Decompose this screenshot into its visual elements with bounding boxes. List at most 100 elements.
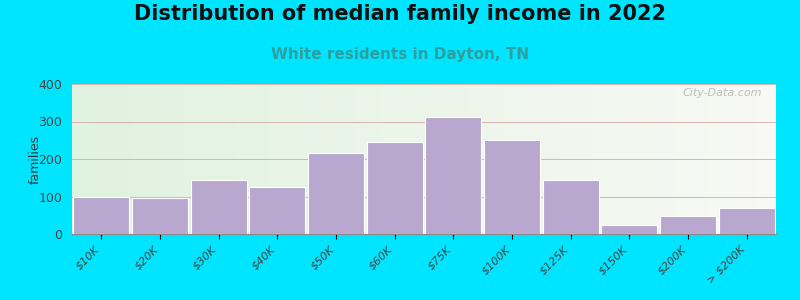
Bar — [378, 84, 382, 234]
Bar — [396, 84, 399, 234]
Bar — [650, 84, 653, 234]
Bar — [245, 84, 248, 234]
Bar — [403, 84, 406, 234]
Bar — [762, 84, 766, 234]
Text: White residents in Dayton, TN: White residents in Dayton, TN — [271, 46, 529, 62]
Bar — [241, 84, 245, 234]
Bar — [505, 84, 509, 234]
Bar — [389, 84, 392, 234]
Bar — [702, 84, 706, 234]
Bar — [97, 84, 100, 234]
Bar — [522, 84, 526, 234]
Bar — [318, 84, 322, 234]
Bar — [170, 84, 174, 234]
Bar — [230, 84, 234, 234]
Bar — [726, 84, 730, 234]
Bar — [223, 84, 227, 234]
Bar — [110, 84, 114, 234]
Bar — [540, 84, 544, 234]
Bar — [685, 84, 688, 234]
Bar — [638, 84, 642, 234]
Bar — [449, 84, 452, 234]
Bar — [382, 84, 386, 234]
Bar — [248, 84, 251, 234]
Bar — [107, 84, 110, 234]
Bar — [530, 84, 533, 234]
Bar — [568, 84, 572, 234]
Bar — [533, 84, 537, 234]
Bar — [202, 84, 206, 234]
Bar — [336, 84, 339, 234]
Bar — [399, 84, 403, 234]
Bar — [273, 84, 276, 234]
Bar — [421, 84, 424, 234]
Bar — [157, 84, 160, 234]
Bar — [185, 84, 188, 234]
Bar — [491, 84, 494, 234]
Bar — [417, 84, 421, 234]
Bar — [656, 84, 660, 234]
Bar — [210, 84, 213, 234]
Bar — [723, 84, 726, 234]
Bar — [262, 84, 266, 234]
Bar — [361, 84, 364, 234]
Bar — [72, 84, 75, 234]
Text: City-Data.com: City-Data.com — [682, 88, 762, 98]
Bar — [192, 84, 195, 234]
Bar — [575, 84, 579, 234]
Bar — [526, 84, 530, 234]
Bar — [167, 84, 170, 234]
Bar — [150, 84, 153, 234]
Bar — [565, 84, 568, 234]
Bar — [206, 84, 210, 234]
Bar — [392, 84, 396, 234]
Bar — [114, 84, 118, 234]
Bar — [515, 84, 519, 234]
Bar — [255, 84, 258, 234]
Bar — [758, 84, 762, 234]
Bar — [315, 84, 318, 234]
Bar — [329, 84, 333, 234]
Bar — [266, 84, 269, 234]
Bar — [544, 84, 547, 234]
Bar — [333, 84, 336, 234]
Bar — [82, 84, 86, 234]
Bar — [308, 84, 311, 234]
Bar — [178, 84, 181, 234]
Bar — [628, 84, 632, 234]
Bar — [354, 84, 357, 234]
Bar — [625, 84, 628, 234]
Bar — [410, 84, 414, 234]
Bar — [406, 84, 410, 234]
Bar — [431, 84, 434, 234]
Bar — [597, 84, 600, 234]
Bar — [227, 84, 230, 234]
Bar — [135, 84, 139, 234]
Bar — [343, 84, 346, 234]
Bar — [258, 84, 262, 234]
Bar — [751, 84, 755, 234]
Bar — [366, 142, 422, 234]
Bar — [216, 84, 220, 234]
Bar — [93, 84, 97, 234]
Bar — [713, 84, 716, 234]
Bar — [298, 84, 301, 234]
Bar — [132, 198, 188, 234]
Bar — [709, 84, 713, 234]
Bar — [139, 84, 142, 234]
Bar — [118, 84, 122, 234]
Bar — [543, 180, 598, 234]
Bar — [174, 84, 178, 234]
Bar — [744, 84, 748, 234]
Bar — [153, 84, 157, 234]
Y-axis label: families: families — [29, 134, 42, 184]
Bar — [75, 84, 79, 234]
Bar — [462, 84, 466, 234]
Bar — [582, 84, 586, 234]
Bar — [769, 84, 773, 234]
Bar — [163, 84, 167, 234]
Bar — [554, 84, 558, 234]
Bar — [681, 84, 685, 234]
Bar — [487, 84, 491, 234]
Bar — [142, 84, 146, 234]
